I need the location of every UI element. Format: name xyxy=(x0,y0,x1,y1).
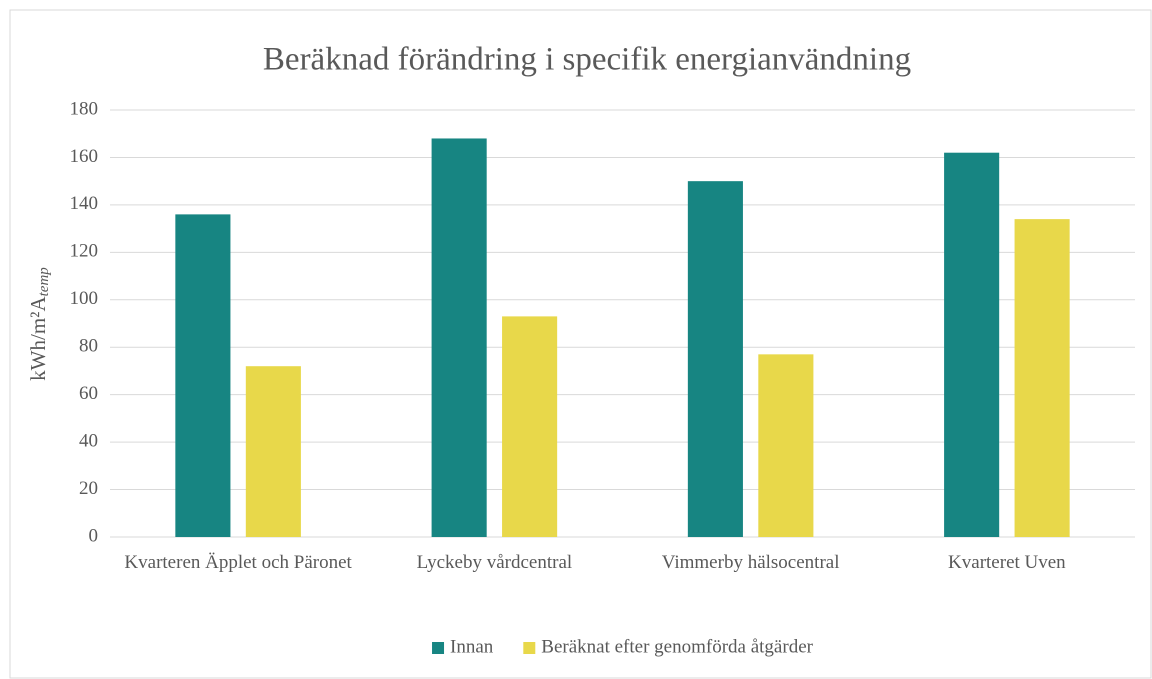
y-axis-label: kWh/m²Atemp xyxy=(26,267,53,381)
x-tick-label-box: Lyckeby vårdcentral xyxy=(416,552,573,573)
y-tick-label: 160 xyxy=(70,146,99,167)
x-tick-label: Kvarteren Äpplet och Päronet xyxy=(124,552,352,573)
y-tick-label: 60 xyxy=(79,383,98,404)
y-axis-label-subscript: temp xyxy=(36,267,52,297)
bar xyxy=(758,354,814,537)
x-tick-label-box: Vimmerby hälsocentral xyxy=(661,552,840,573)
y-axis-label-main: kWh/m²A xyxy=(26,296,50,381)
legend-label: Innan xyxy=(450,636,494,657)
bar xyxy=(431,138,487,537)
bar xyxy=(944,152,1000,537)
legend-swatch xyxy=(432,642,445,654)
legend-label: Beräknat efter genomförda åtgärder xyxy=(541,636,813,657)
bar xyxy=(1014,219,1070,537)
bar xyxy=(502,316,558,537)
y-tick-label: 40 xyxy=(79,430,98,451)
x-tick-label-box: Kvarteren Äpplet och Päronet xyxy=(124,552,352,573)
y-tick-label: 180 xyxy=(70,98,99,119)
y-tick-label: 0 xyxy=(89,525,99,546)
legend-swatch xyxy=(523,642,536,654)
bar xyxy=(175,214,231,537)
chart-title: Beräknad förändring i specifik energianv… xyxy=(263,42,911,78)
bar xyxy=(245,366,301,537)
x-tick-label: Lyckeby vårdcentral xyxy=(416,552,573,573)
y-tick-label: 140 xyxy=(70,193,99,214)
y-tick-label: 120 xyxy=(70,241,99,262)
x-tick-label: Vimmerby hälsocentral xyxy=(661,552,840,573)
x-tick-label-box: Kvarteret Uven xyxy=(948,552,1066,573)
x-tick-label: Kvarteret Uven xyxy=(948,552,1066,573)
bar xyxy=(687,181,743,537)
y-tick-label: 80 xyxy=(79,336,98,357)
y-tick-label: 20 xyxy=(79,478,98,499)
y-tick-label: 100 xyxy=(70,288,99,309)
